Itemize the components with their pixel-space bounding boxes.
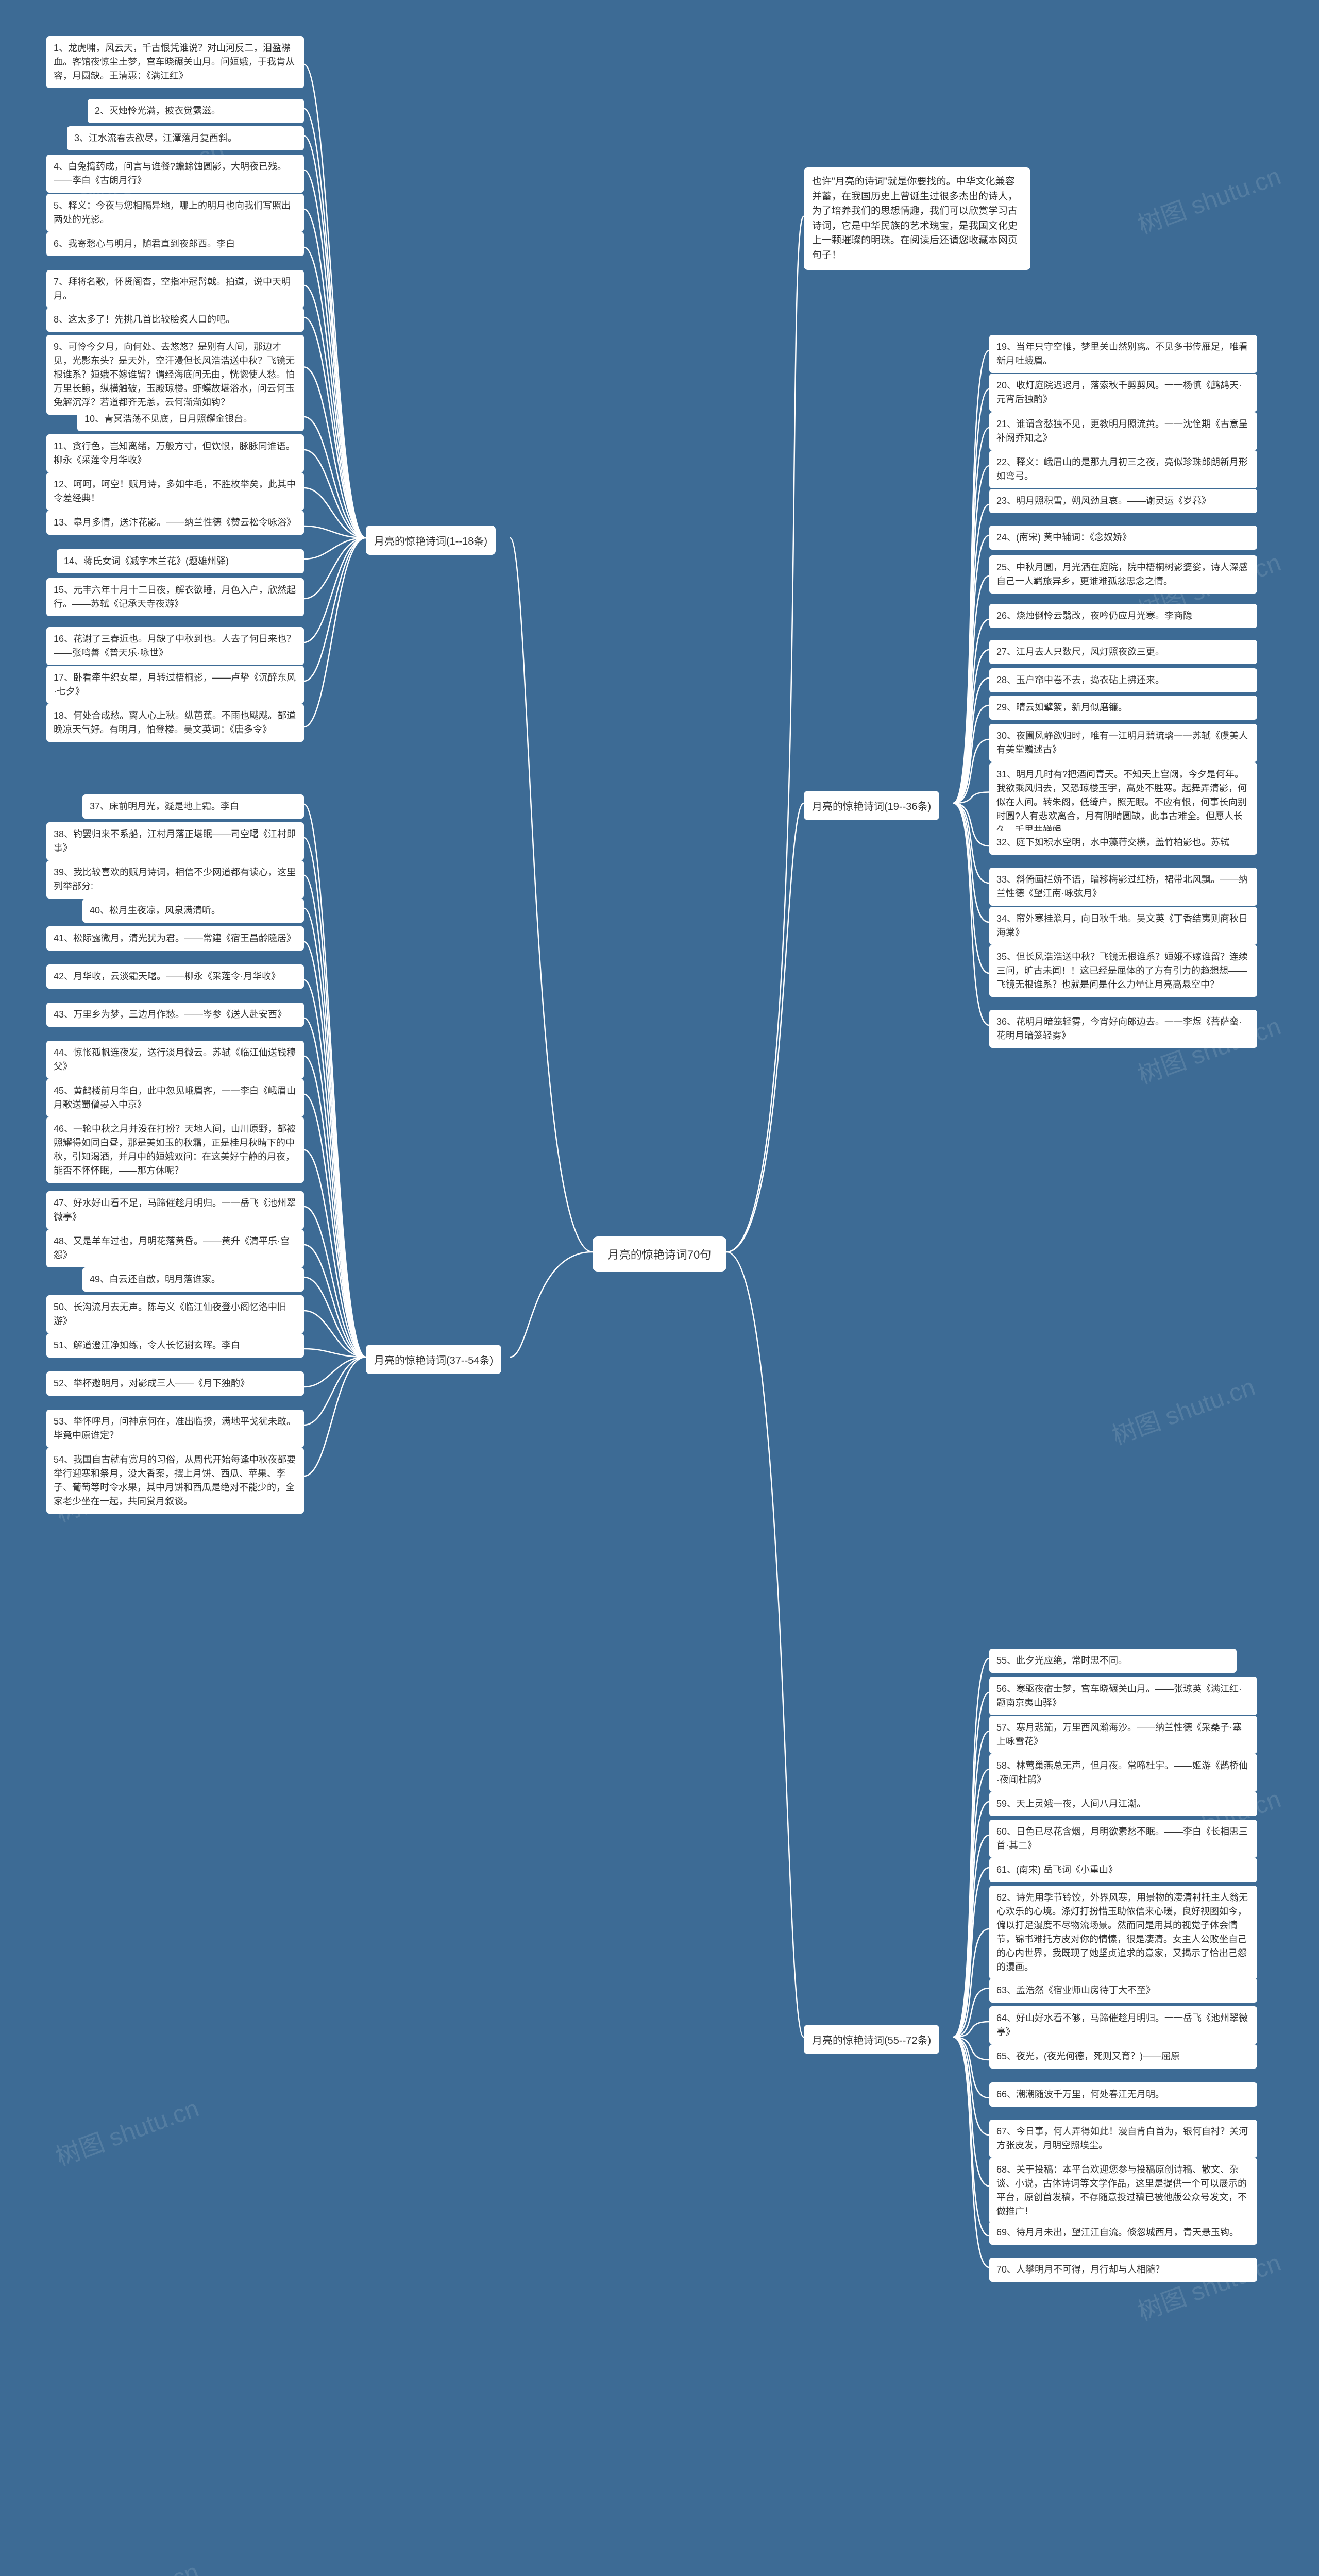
leaf-item: 16、花谢了三春近也。月缺了中秋到也。人去了何日来也？——张鸣善《普天乐·咏世》 [46,627,304,665]
leaf-item: 15、元丰六年十月十二日夜，解衣欲睡，月色入户，欣然起行。——苏轼《记承天寺夜游… [46,578,304,616]
leaf-item: 37、床前明月光，疑是地上霜。李白 [82,794,304,819]
leaf-item: 39、我比较喜欢的赋月诗词，相信不少网道都有读心，这里列举部分: [46,860,304,899]
leaf-item: 33、斜倚画栏娇不语，暗移梅影过红桥，裙带北风飘。——纳兰性德《望江南·咏弦月》 [989,868,1257,906]
leaf-item: 44、惊怅孤帆连夜发，送行淡月微云。苏轼《临江仙送钱穆父》 [46,1041,304,1079]
leaf-item: 30、夜圃风静欲归时，唯有一江明月碧琉璃一一苏轼《虞美人有美堂赠述古》 [989,724,1257,762]
leaf-item: 53、举怀呼月，问神京何在，准出临揆，满地平戈犹未敢。毕竟中原谁定？ [46,1410,304,1448]
leaf-item: 13、皋月多情，送汴花影。——纳兰性德《赞云松令咏浴》 [46,511,304,535]
leaf-item: 62、诗先用季节铃饺，外界风寒，用景物的凄清衬托主人翁无心欢乐的心境。涤灯打扮惜… [989,1886,1257,1979]
leaf-item: 35、但长风浩浩送中秋？飞镜无根谁系？姮娥不嫁谁留？连续三问，旷古未闻！！这已经… [989,945,1257,997]
leaf-item: 63、孟浩然《宿业师山房待丁大不至》 [989,1978,1257,2003]
leaf-item: 34、帘外寒挂澹月，向日秋千地。吴文英《丁香结夷则商秋日海棠》 [989,907,1257,945]
leaf-item: 48、又是羊车过也，月明花落黄昏。——黄升《清平乐·宫怨》 [46,1229,304,1267]
leaf-item: 46、一轮中秋之月并没在打扮？天地人间，山川原野，都被照耀得如同白昼，那是美如玉… [46,1117,304,1183]
leaf-item: 17、卧看牵牛织女星，月转过梧桐影，——卢挚《沉醉东风·七夕》 [46,666,304,704]
leaf-item: 10、青冥浩荡不见底，日月照耀金银台。 [77,407,304,431]
leaf-item: 7、拜将名歌，怀贤阁杳，空指冲冠髯戟。拍道，说中天明月。 [46,270,304,308]
leaf-item: 8、这太多了！先挑几首比较脍炙人口的吧。 [46,308,304,332]
leaf-item: 22、释义：峨眉山的是那九月初三之夜，亮似珍珠郎朗新月形如弯弓。 [989,450,1257,488]
leaf-item: 70、人攀明月不可得，月行却与人相随？ [989,2258,1257,2282]
leaf-item: 47、好水好山看不足，马蹄催趁月明归。一一岳飞《池州翠微亭》 [46,1191,304,1229]
leaf-item: 28、玉户帘中卷不去，捣衣砧上拂还来。 [989,668,1257,692]
leaf-item: 27、江月去人只数尺，风灯照夜欲三更。 [989,640,1257,664]
leaf-item: 2、灭烛怜光满，披衣觉露滋。 [88,99,304,123]
leaf-item: 51、解道澄江净如练，令人长忆谢玄晖。李白 [46,1333,304,1358]
leaf-item: 3、江水流春去欲尽，江潭落月复西斜。 [67,126,304,150]
leaf-item: 32、庭下如积水空明，水中藻荇交横，盖竹柏影也。苏轼 [989,831,1257,855]
leaf-item: 56、寒驱夜宿士梦，宫车晓碾关山月。——张琼英《满江红·题南京夷山驿》 [989,1677,1257,1715]
leaf-item: 40、松月生夜凉，风泉满清听。 [82,899,304,923]
leaf-item: 19、当年只守空帷，梦里关山然别离。不见多书传雁足，唯看新月吐蛾眉。 [989,335,1257,373]
leaf-item: 57、寒月悲笳，万里西风瀚海沙。——纳兰性德《采桑子·塞上咏雪花》 [989,1716,1257,1754]
leaf-item: 41、松际露微月，清光犹为君。——常建《宿王昌龄隐居》 [46,926,304,951]
leaf-item: 36、花明月暗笼轻雾，今宵好向郎边去。一一李煜《菩萨蛮·花明月暗笼轻雾》 [989,1010,1257,1048]
leaf-item: 45、黄鹤楼前月华白，此中忽见峨眉客，一一李白《峨眉山月歌送蜀僧晏入中京》 [46,1079,304,1117]
leaf-item: 49、白云还自散，明月落谁家。 [82,1267,304,1292]
center-title: 月亮的惊艳诗词70句 [593,1236,726,1272]
leaf-item: 14、蒋氏女词《减字木兰花》(题雄州驿) [57,549,304,573]
watermark: 树图 shutu.cn [50,2551,203,2576]
leaf-item: 67、今日事，何人弄得如此！漫自肯白首为，银何自衬？关河方张皮发，月明空照埃尘。 [989,2120,1257,2158]
leaf-item: 43、万里乡为梦，三边月作愁。——岑参《送人赴安西》 [46,1003,304,1027]
leaf-item: 11、贪行色，岂知离绪，万般方寸，但饮恨，脉脉同谁语。柳永《采莲令月华收》 [46,434,304,472]
watermark: 树图 shutu.cn [1132,156,1285,241]
section-s3: 月亮的惊艳诗词(37--54条) [366,1345,501,1374]
leaf-item: 52、举杯邀明月，对影成三人——《月下独酌》 [46,1371,304,1396]
leaf-item: 1、龙虎啸，风云天，千古恨凭谁说？对山河反二，泪盈襟血。客馆夜惊尘土梦，宫车晓碾… [46,36,304,88]
leaf-item: 38、钓罢归来不系船，江村月落正堪眠——司空曙《江村即事》 [46,822,304,860]
leaf-item: 55、此夕光应绝，常时思不同。 [989,1649,1237,1673]
leaf-item: 65、夜光，(夜光何德，死则又育？)——屈原 [989,2044,1257,2069]
leaf-item: 4、白兔捣药成，问言与谁餐?蟾蜍蚀圆影，大明夜已残。——李白《古朗月行》 [46,155,304,193]
leaf-item: 66、潮潮随波千万里，何处春江无月明。 [989,2082,1257,2107]
watermark: 树图 shutu.cn [50,2088,203,2173]
leaf-item: 59、天上灵娥一夜，人间八月江潮。 [989,1792,1257,1816]
leaf-item: 20、收灯庭院迟迟月，落索秋千剪剪风。一一杨慎《鹧鸪天·元宵后独酌》 [989,374,1257,412]
leaf-item: 23、明月照积雪，朔风劲且哀。——谢灵运《岁暮》 [989,489,1257,513]
section-s1: 月亮的惊艳诗词(1--18条) [366,526,496,555]
leaf-item: 42、月华收，云淡霜天曙。——柳永《采莲令·月华收》 [46,964,304,989]
leaf-item: 9、可怜今夕月，向何处、去悠悠？是别有人间，那边才见，光影东头？是天外，空汗漫但… [46,335,304,415]
leaf-item: 64、好山好水看不够，马蹄催趁月明归。一一岳飞《池州翠微亭》 [989,2006,1257,2044]
watermark: 树图 shutu.cn [1132,2242,1285,2327]
leaf-item: 69、待月月未出，望江江自流。倏忽城西月，青天悬玉钩。 [989,2221,1257,2245]
leaf-item: 21、谁谓含愁独不见，更教明月照流黄。一一沈佺期《古意呈补阙乔知之》 [989,412,1257,450]
section-s4: 月亮的惊艳诗词(55--72条) [804,2025,939,2054]
leaf-item: 29、晴云如擘絮，新月似磨镰。 [989,696,1257,720]
leaf-item: 61、(南宋) 岳飞词《小重山》 [989,1858,1257,1882]
leaf-item: 5、释义：今夜与您相隔异地，哪上的明月也向我们写照出两处的光影。 [46,194,304,232]
leaf-item: 18、何处合成愁。离人心上秋。纵芭蕉。不雨也飕飕。都道晚凉天气好。有明月，怕登楼… [46,704,304,742]
leaf-item: 24、(南宋) 黄中辅词：《念奴娇》 [989,526,1257,550]
intro-text: 也许"月亮的诗词"就是你要找的。中华文化兼容并蓄，在我国历史上曾诞生过很多杰出的… [804,167,1030,270]
leaf-item: 60、日色已尽花含烟，月明欲素愁不眠。——李白《长相思三首·其二》 [989,1820,1257,1858]
watermark: 树图 shutu.cn [1106,1366,1259,1451]
section-s2: 月亮的惊艳诗词(19--36条) [804,791,939,820]
leaf-item: 26、烧烛倒怜云翳改，夜吟仍应月光寒。李商隐 [989,604,1257,628]
leaf-item: 25、中秋月圆，月光洒在庭院，院中梧桐树影婆娑，诗人深感自己一人羁旅异乡，更谁难… [989,555,1257,594]
leaf-item: 50、长沟流月去无声。陈与义《临江仙夜登小阁忆洛中旧游》 [46,1295,304,1333]
leaf-item: 68、关于投稿：本平台欢迎您参与投稿原创诗稿、散文、杂谈、小说，古体诗词等文学作… [989,2158,1257,2224]
leaf-item: 58、林莺巢燕总无声，但月夜。常啼杜宇。——姬游《鹊桥仙·夜闻杜鹃》 [989,1754,1257,1792]
leaf-item: 54、我国自古就有赏月的习俗，从周代开始每逢中秋夜都要举行迎寒和祭月，没大香案，… [46,1448,304,1514]
leaf-item: 6、我寄愁心与明月，随君直到夜郎西。李白 [46,232,304,256]
leaf-item: 12、呵呵，呵空！赋月诗，多如牛毛，不胜枚举矣，此其中令差经典！ [46,472,304,511]
